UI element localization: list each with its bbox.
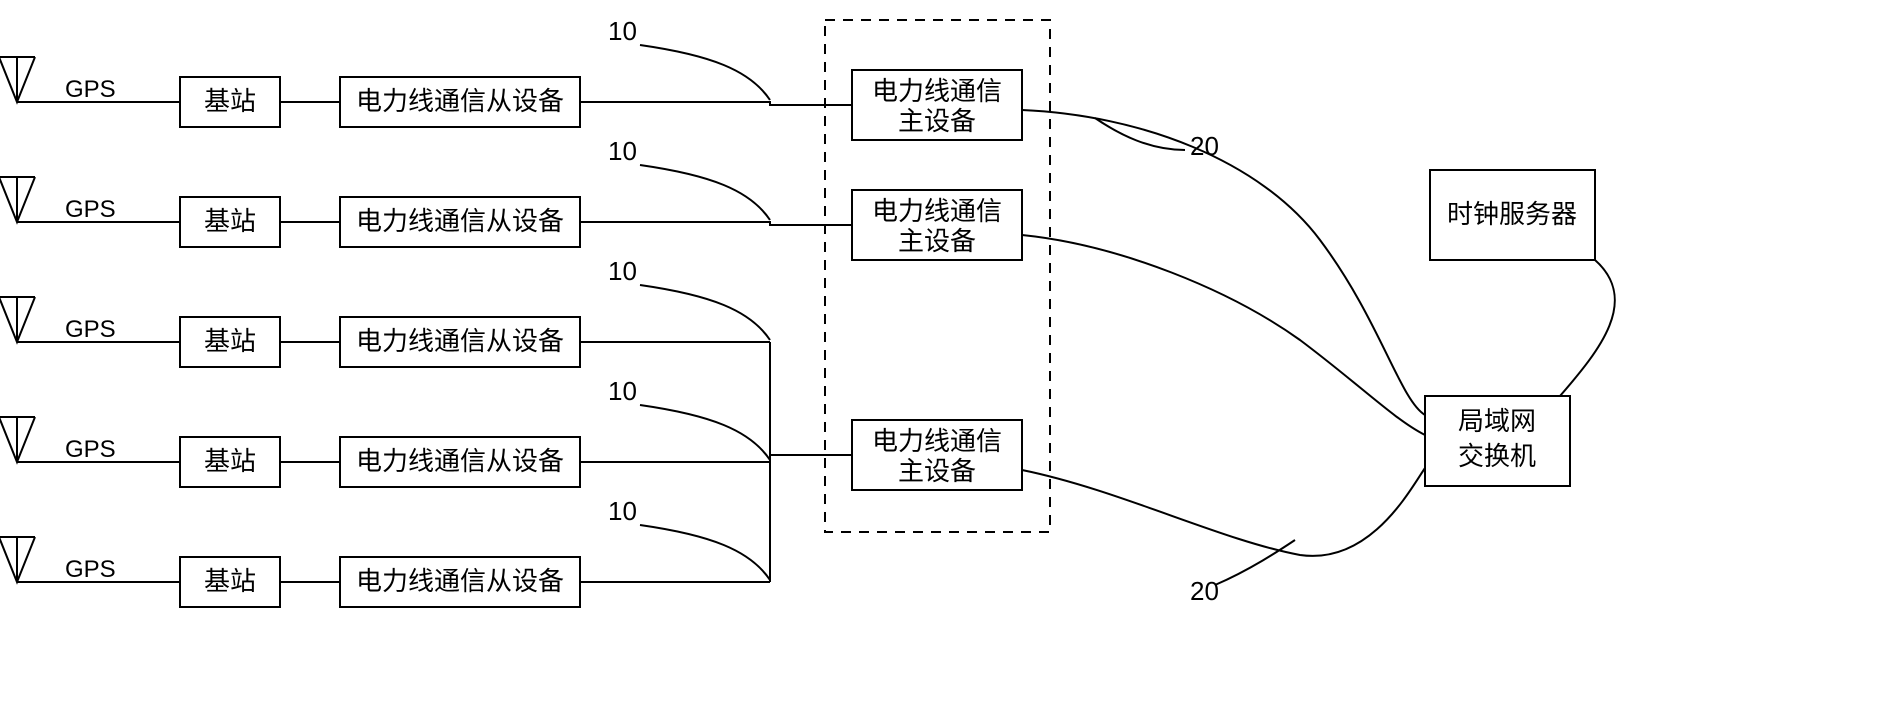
row-2: GPS 基站 电力线通信从设备 10 (0, 136, 852, 247)
gps-label: GPS (65, 436, 116, 463)
antenna-icon (0, 537, 35, 582)
plc-master-3-l1: 电力线通信 (872, 426, 1002, 456)
antenna-icon (0, 417, 35, 462)
base-station-label: 基站 (204, 566, 256, 596)
plc-master-2-l2: 主设备 (898, 226, 976, 256)
ref-20-top-leader (1095, 118, 1185, 150)
ref-10: 10 (608, 16, 637, 46)
ref-10: 10 (608, 496, 637, 526)
plc-master-1-l2: 主设备 (898, 106, 976, 136)
gps-label: GPS (65, 76, 116, 103)
conn-master3-lan (1022, 468, 1425, 556)
base-station-label: 基站 (204, 446, 256, 476)
conn-master1-lan (1022, 110, 1425, 415)
clock-server-label: 时钟服务器 (1447, 199, 1577, 229)
ref-20-top: 20 (1190, 131, 1219, 161)
plc-master-3-l2: 主设备 (898, 456, 976, 486)
row-3: GPS 基站 电力线通信从设备 10 (0, 256, 770, 367)
ref-10: 10 (608, 256, 637, 286)
plc-master-1: 电力线通信 主设备 (852, 70, 1022, 140)
lan-switch-label-2: 交换机 (1458, 441, 1536, 471)
plc-slave-label: 电力线通信从设备 (356, 566, 564, 596)
plc-master-2-l1: 电力线通信 (872, 196, 1002, 226)
row-1: GPS 基站 电力线通信从设备 10 (0, 16, 852, 127)
lan-switch-label-1: 局域网 (1458, 406, 1536, 436)
plc-master-1-l1: 电力线通信 (872, 76, 1002, 106)
plc-slave-label: 电力线通信从设备 (356, 86, 564, 116)
conn-master2-lan (1022, 235, 1425, 435)
antenna-icon (0, 57, 35, 102)
base-station-label: 基站 (204, 326, 256, 356)
ref-10: 10 (608, 136, 637, 166)
plc-slave-label: 电力线通信从设备 (356, 326, 564, 356)
row-5: GPS 基站 电力线通信从设备 10 (0, 496, 770, 607)
base-station-label: 基站 (204, 206, 256, 236)
antenna-icon (0, 297, 35, 342)
gps-label: GPS (65, 196, 116, 223)
plc-master-2: 电力线通信 主设备 (852, 190, 1022, 260)
diagram-canvas: 局域网 交换机 时钟服务器 电力线通信 主设备 电力线通信 主设备 电力线通信 … (0, 0, 1882, 725)
gps-label: GPS (65, 316, 116, 343)
ref-20-bottom: 20 (1190, 576, 1219, 606)
conn-lan-clock (1560, 260, 1615, 396)
gps-label: GPS (65, 556, 116, 583)
plc-slave-label: 电力线通信从设备 (356, 446, 564, 476)
ref-10: 10 (608, 376, 637, 406)
plc-master-3: 电力线通信 主设备 (852, 420, 1022, 490)
ref-20-bottom-leader (1215, 540, 1295, 585)
plc-slave-label: 电力线通信从设备 (356, 206, 564, 236)
base-station-label: 基站 (204, 86, 256, 116)
row-4: GPS 基站 电力线通信从设备 10 (0, 376, 852, 487)
antenna-icon (0, 177, 35, 222)
